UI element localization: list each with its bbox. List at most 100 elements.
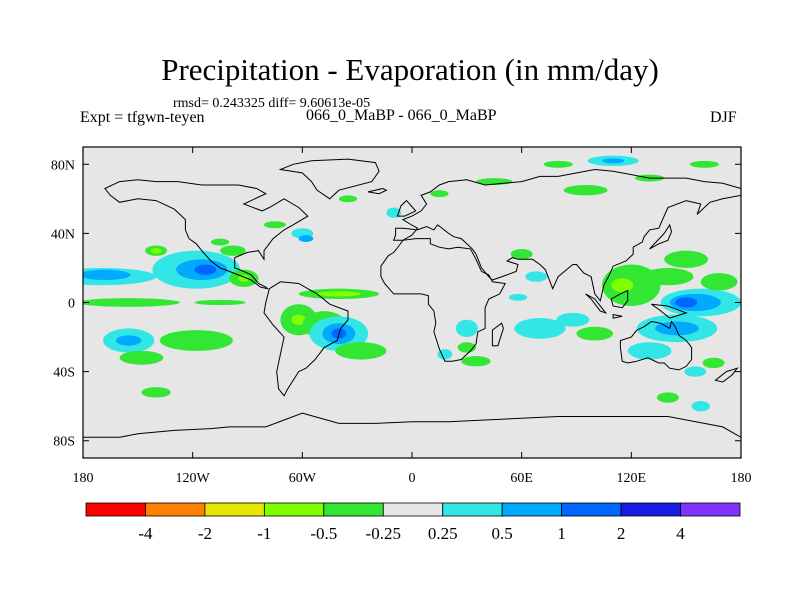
y-tick-label-3: 40S — [53, 366, 75, 381]
coastline-3 — [392, 168, 741, 302]
contour-region-39 — [525, 271, 548, 282]
contour-region-43 — [455, 319, 478, 338]
x-tick-label-4: 60E — [510, 471, 533, 486]
coastline-11 — [651, 303, 688, 319]
contour-region-49 — [210, 238, 230, 246]
colorbar-swatch-0 — [85, 502, 146, 517]
contour-region-63 — [684, 366, 707, 377]
contour-region-64 — [702, 357, 725, 369]
colorbar-swatch-10 — [680, 502, 741, 517]
contour-region-58 — [602, 158, 625, 164]
coastline-9 — [612, 313, 623, 319]
colorbar-swatch-6 — [442, 502, 503, 517]
contour-region-19 — [291, 314, 306, 325]
colorbar-swatch-2 — [204, 502, 265, 517]
coastline-2 — [263, 281, 349, 397]
colorbar-label-8: 2 — [617, 524, 626, 543]
contour-region-45 — [437, 349, 453, 360]
contour-region-16 — [159, 330, 233, 351]
x-tick-label-3: 0 — [409, 471, 416, 486]
contour-region-11 — [194, 299, 246, 306]
coastline-15 — [714, 367, 739, 383]
coastline-12 — [649, 223, 673, 250]
contour-region-59 — [689, 160, 720, 168]
contour-region-32 — [700, 273, 738, 291]
colorbar-swatch-4 — [323, 502, 384, 517]
contour-region-30 — [642, 267, 694, 286]
contour-region-5 — [220, 245, 246, 256]
contour-region-48 — [298, 235, 314, 243]
contour-region-60 — [141, 387, 171, 398]
contour-region-26 — [611, 278, 634, 293]
contour-region-1 — [83, 269, 131, 281]
contour-region-38 — [576, 326, 614, 341]
contour-regions — [83, 155, 741, 412]
colorbar-label-0: -4 — [138, 524, 153, 543]
coastline-13 — [396, 199, 417, 217]
contour-region-36 — [514, 318, 566, 339]
contour-region-44 — [461, 356, 491, 367]
coastline-0 — [104, 179, 309, 290]
coastline-8 — [585, 293, 608, 314]
experiment-label: Expt = tfgwn-teyen — [80, 109, 205, 126]
coastline-6 — [83, 412, 741, 458]
colorbar-label-9: 4 — [676, 524, 685, 543]
contour-region-56 — [543, 160, 573, 168]
stats-label: rmsd= 0.243325 diff= 9.60613e-05 — [173, 96, 371, 111]
coastline-10 — [610, 289, 629, 309]
colorbar-swatch-1 — [145, 502, 206, 517]
colorbar-label-7: 1 — [557, 524, 566, 543]
colorbar-label-4: -0.25 — [366, 524, 401, 543]
contour-region-9 — [150, 248, 162, 254]
colorbar-swatch-5 — [382, 502, 444, 517]
contour-region-15 — [115, 335, 142, 346]
contour-region-52 — [430, 190, 449, 198]
contour-region-54 — [563, 185, 608, 196]
colorbar-swatch-8 — [561, 502, 622, 517]
colorbar-label-1: -2 — [198, 524, 212, 543]
colorbar: -4 -2 -1 -0.5 -0.25 0.25 0.5 1 2 4 — [85, 502, 741, 543]
x-tick-label-0: 180 — [73, 471, 94, 486]
comparison-label: 066_0_MaBP - 066_0_MaBP — [306, 107, 497, 124]
coastline-14 — [367, 187, 388, 195]
colorbar-label-6: 0.5 — [492, 524, 513, 543]
colorbar-label-5: 0.25 — [428, 524, 458, 543]
chart-title: Precipitation - Evaporation (in mm/day) — [161, 52, 659, 87]
x-tick-label-6: 180 — [731, 471, 752, 486]
coastline-4 — [380, 238, 506, 362]
colorbar-swatch-3 — [263, 502, 325, 517]
contour-region-17 — [119, 350, 164, 365]
contour-region-13 — [316, 291, 361, 297]
contour-region-29 — [675, 297, 698, 308]
y-tick-label-1: 40N — [51, 227, 75, 242]
contour-region-37 — [556, 312, 590, 327]
contour-region-31 — [664, 250, 709, 268]
contour-region-50 — [338, 195, 358, 203]
colorbar-swatch-9 — [620, 502, 681, 517]
contour-region-40 — [508, 293, 528, 301]
x-tick-label-5: 120E — [617, 471, 647, 486]
contour-region-46 — [263, 221, 286, 229]
colorbar-label-3: -0.5 — [310, 524, 337, 543]
coastline-5 — [619, 320, 693, 371]
contour-region-62 — [691, 400, 710, 412]
x-tick-label-1: 120W — [176, 471, 211, 486]
y-tick-label-2: 0 — [68, 297, 75, 312]
season-label: DJF — [710, 109, 737, 126]
contour-region-34 — [655, 321, 699, 336]
contour-region-7 — [238, 274, 250, 282]
contour-region-35 — [627, 342, 672, 360]
colorbar-swatch-7 — [501, 502, 563, 517]
coastline-7 — [491, 322, 504, 347]
y-tick-label-0: 80N — [51, 158, 75, 173]
contour-region-10 — [83, 298, 180, 307]
colorbar-label-2: -1 — [257, 524, 271, 543]
contour-region-4 — [194, 264, 217, 275]
y-tick-label-4: 80S — [53, 435, 75, 450]
coastlines — [83, 158, 741, 458]
x-tick-label-2: 60W — [289, 471, 317, 486]
coastline-1 — [278, 158, 380, 200]
contour-region-24 — [335, 342, 387, 360]
contour-region-61 — [656, 392, 679, 403]
